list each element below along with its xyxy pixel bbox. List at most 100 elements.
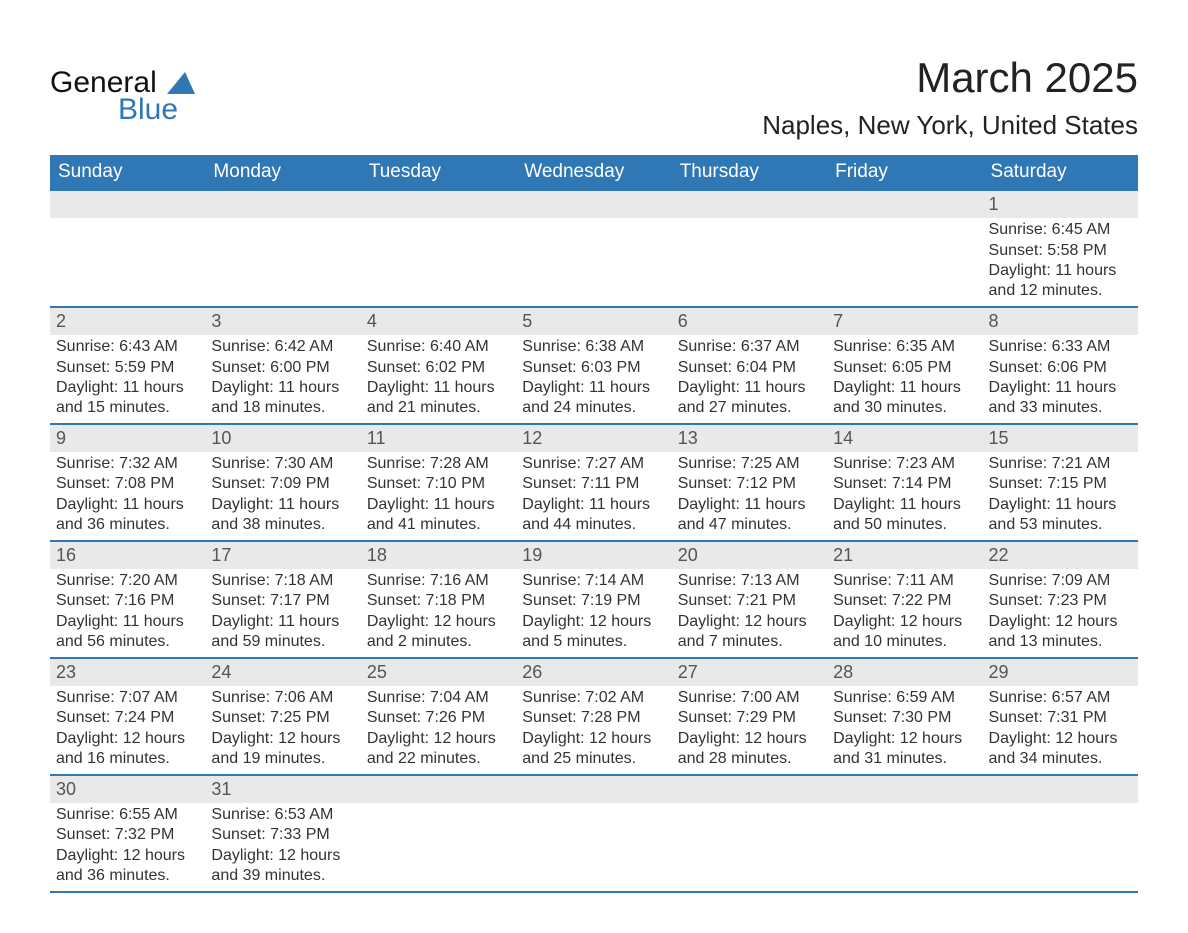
calendar-day-cell: 24Sunrise: 7:06 AMSunset: 7:25 PMDayligh… xyxy=(205,658,360,775)
calendar-day-cell: 4Sunrise: 6:40 AMSunset: 6:02 PMDaylight… xyxy=(361,307,516,424)
sunrise-line: Sunrise: 7:09 AM xyxy=(989,571,1132,591)
daylight-line: Daylight: 11 hours and 56 minutes. xyxy=(56,612,199,653)
day-number: 16 xyxy=(50,542,205,569)
day-number: 11 xyxy=(361,425,516,452)
calendar-empty-cell xyxy=(361,775,516,892)
calendar-empty-cell xyxy=(205,190,360,307)
sunset-line: Sunset: 6:00 PM xyxy=(211,358,354,378)
sunrise-line: Sunrise: 7:25 AM xyxy=(678,454,821,474)
day-number: 30 xyxy=(50,776,205,803)
sunrise-line: Sunrise: 7:14 AM xyxy=(522,571,665,591)
sunrise-line: Sunrise: 6:38 AM xyxy=(522,337,665,357)
day-number: 18 xyxy=(361,542,516,569)
day-details: Sunrise: 6:53 AMSunset: 7:33 PMDaylight:… xyxy=(205,803,360,887)
daylight-line: Daylight: 11 hours and 21 minutes. xyxy=(367,378,510,419)
day-number: 22 xyxy=(983,542,1138,569)
daylight-line: Daylight: 12 hours and 16 minutes. xyxy=(56,729,199,770)
day-number: 10 xyxy=(205,425,360,452)
day-number: 19 xyxy=(516,542,671,569)
sunrise-line: Sunrise: 7:27 AM xyxy=(522,454,665,474)
calendar-day-cell: 2Sunrise: 6:43 AMSunset: 5:59 PMDaylight… xyxy=(50,307,205,424)
daylight-line: Daylight: 12 hours and 28 minutes. xyxy=(678,729,821,770)
daylight-line: Daylight: 12 hours and 5 minutes. xyxy=(522,612,665,653)
daylight-line: Daylight: 11 hours and 18 minutes. xyxy=(211,378,354,419)
weekday-header: Wednesday xyxy=(516,155,671,190)
empty-day-bar xyxy=(827,191,982,218)
sunset-line: Sunset: 6:06 PM xyxy=(989,358,1132,378)
calendar-day-cell: 1Sunrise: 6:45 AMSunset: 5:58 PMDaylight… xyxy=(983,190,1138,307)
sunrise-line: Sunrise: 7:32 AM xyxy=(56,454,199,474)
calendar-day-cell: 22Sunrise: 7:09 AMSunset: 7:23 PMDayligh… xyxy=(983,541,1138,658)
day-details: Sunrise: 7:28 AMSunset: 7:10 PMDaylight:… xyxy=(361,452,516,536)
sunrise-line: Sunrise: 7:02 AM xyxy=(522,688,665,708)
daylight-line: Daylight: 11 hours and 44 minutes. xyxy=(522,495,665,536)
sunset-line: Sunset: 7:24 PM xyxy=(56,708,199,728)
sunrise-line: Sunrise: 7:16 AM xyxy=(367,571,510,591)
day-details: Sunrise: 6:35 AMSunset: 6:05 PMDaylight:… xyxy=(827,335,982,419)
sunrise-line: Sunrise: 6:33 AM xyxy=(989,337,1132,357)
calendar-week-row: 9Sunrise: 7:32 AMSunset: 7:08 PMDaylight… xyxy=(50,424,1138,541)
day-number: 5 xyxy=(516,308,671,335)
sunset-line: Sunset: 5:59 PM xyxy=(56,358,199,378)
sunset-line: Sunset: 7:21 PM xyxy=(678,591,821,611)
empty-day-body xyxy=(516,218,671,302)
day-details: Sunrise: 7:18 AMSunset: 7:17 PMDaylight:… xyxy=(205,569,360,653)
weekday-header: Sunday xyxy=(50,155,205,190)
day-details: Sunrise: 7:07 AMSunset: 7:24 PMDaylight:… xyxy=(50,686,205,770)
empty-day-bar xyxy=(672,776,827,803)
sunrise-line: Sunrise: 7:07 AM xyxy=(56,688,199,708)
weekday-header: Tuesday xyxy=(361,155,516,190)
sunrise-line: Sunrise: 6:42 AM xyxy=(211,337,354,357)
sunrise-line: Sunrise: 7:06 AM xyxy=(211,688,354,708)
empty-day-bar xyxy=(361,191,516,218)
sunrise-line: Sunrise: 7:21 AM xyxy=(989,454,1132,474)
header-area: General Blue March 2025 Naples, New York… xyxy=(50,40,1138,141)
day-details: Sunrise: 6:59 AMSunset: 7:30 PMDaylight:… xyxy=(827,686,982,770)
weekday-header: Friday xyxy=(827,155,982,190)
day-details: Sunrise: 6:42 AMSunset: 6:00 PMDaylight:… xyxy=(205,335,360,419)
empty-day-body xyxy=(983,803,1138,887)
sunrise-line: Sunrise: 7:28 AM xyxy=(367,454,510,474)
sunset-line: Sunset: 7:32 PM xyxy=(56,825,199,845)
sunrise-line: Sunrise: 7:18 AM xyxy=(211,571,354,591)
calendar-day-cell: 14Sunrise: 7:23 AMSunset: 7:14 PMDayligh… xyxy=(827,424,982,541)
daylight-line: Daylight: 12 hours and 36 minutes. xyxy=(56,846,199,887)
sunrise-line: Sunrise: 7:20 AM xyxy=(56,571,199,591)
daylight-line: Daylight: 12 hours and 2 minutes. xyxy=(367,612,510,653)
empty-day-bar xyxy=(983,776,1138,803)
day-details: Sunrise: 7:06 AMSunset: 7:25 PMDaylight:… xyxy=(205,686,360,770)
sunrise-line: Sunrise: 7:13 AM xyxy=(678,571,821,591)
sunrise-line: Sunrise: 6:57 AM xyxy=(989,688,1132,708)
daylight-line: Daylight: 12 hours and 13 minutes. xyxy=(989,612,1132,653)
sunset-line: Sunset: 7:31 PM xyxy=(989,708,1132,728)
sunset-line: Sunset: 6:04 PM xyxy=(678,358,821,378)
empty-day-body xyxy=(50,218,205,302)
calendar-day-cell: 28Sunrise: 6:59 AMSunset: 7:30 PMDayligh… xyxy=(827,658,982,775)
logo-line2: Blue xyxy=(118,96,195,123)
day-details: Sunrise: 6:45 AMSunset: 5:58 PMDaylight:… xyxy=(983,218,1138,302)
daylight-line: Daylight: 12 hours and 19 minutes. xyxy=(211,729,354,770)
empty-day-body xyxy=(672,218,827,302)
daylight-line: Daylight: 11 hours and 15 minutes. xyxy=(56,378,199,419)
calendar-empty-cell xyxy=(827,190,982,307)
sunset-line: Sunset: 7:29 PM xyxy=(678,708,821,728)
day-details: Sunrise: 7:14 AMSunset: 7:19 PMDaylight:… xyxy=(516,569,671,653)
calendar-day-cell: 29Sunrise: 6:57 AMSunset: 7:31 PMDayligh… xyxy=(983,658,1138,775)
daylight-line: Daylight: 12 hours and 39 minutes. xyxy=(211,846,354,887)
sunrise-line: Sunrise: 7:00 AM xyxy=(678,688,821,708)
calendar-week-row: 23Sunrise: 7:07 AMSunset: 7:24 PMDayligh… xyxy=(50,658,1138,775)
day-details: Sunrise: 6:40 AMSunset: 6:02 PMDaylight:… xyxy=(361,335,516,419)
day-number: 28 xyxy=(827,659,982,686)
calendar-day-cell: 9Sunrise: 7:32 AMSunset: 7:08 PMDaylight… xyxy=(50,424,205,541)
day-number: 31 xyxy=(205,776,360,803)
day-number: 8 xyxy=(983,308,1138,335)
sunrise-line: Sunrise: 7:11 AM xyxy=(833,571,976,591)
calendar-day-cell: 23Sunrise: 7:07 AMSunset: 7:24 PMDayligh… xyxy=(50,658,205,775)
day-details: Sunrise: 7:13 AMSunset: 7:21 PMDaylight:… xyxy=(672,569,827,653)
sunrise-line: Sunrise: 6:53 AM xyxy=(211,805,354,825)
sunrise-line: Sunrise: 6:37 AM xyxy=(678,337,821,357)
sunset-line: Sunset: 6:02 PM xyxy=(367,358,510,378)
sunset-line: Sunset: 7:26 PM xyxy=(367,708,510,728)
calendar-empty-cell xyxy=(827,775,982,892)
daylight-line: Daylight: 11 hours and 41 minutes. xyxy=(367,495,510,536)
